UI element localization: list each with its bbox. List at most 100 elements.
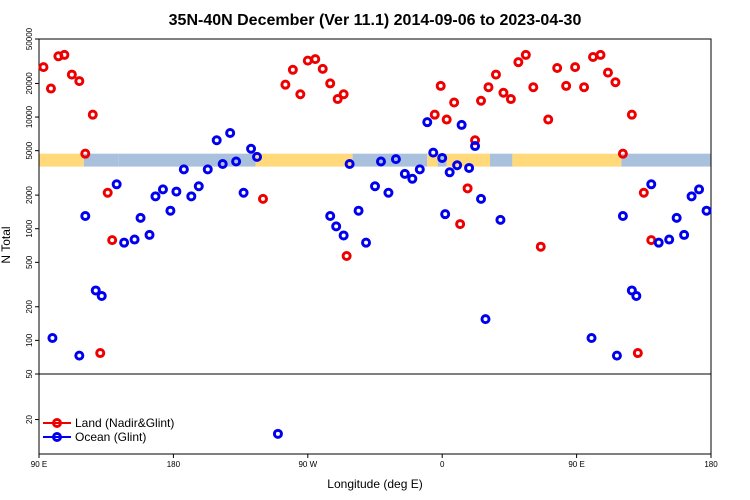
map-band-ocean-1 [83,153,119,167]
ocean-point [646,179,657,190]
ocean-point [252,151,263,162]
ocean-point [178,164,189,175]
land-point [490,69,501,80]
land-point [295,89,306,100]
land-point [102,187,113,198]
map-band [39,153,711,167]
ocean-point [440,209,451,220]
land-point [505,94,516,105]
ocean-point [353,205,364,216]
ocean-point [238,187,249,198]
land-point [87,109,98,120]
legend-land-label: Land (Nadir&Glint) [75,416,174,430]
ocean-point [470,141,481,152]
ocean-point [679,229,690,240]
ocean-point [111,179,122,190]
ocean-point [338,230,349,241]
land-point [595,49,606,60]
y-axis: 100 200 500 1000 2000 5000 10000 20000 50000 20 50 [25,27,39,424]
land-point [341,250,352,261]
land-point [462,183,473,194]
ocean-point [617,210,628,221]
ocean-point [129,234,140,245]
land-point [638,187,649,198]
ocean-point [664,234,675,245]
x-tick-label: 90 E [568,460,584,469]
land-point [66,69,77,80]
ocean-point [186,191,197,202]
land-point [528,82,539,93]
ocean-point [586,333,597,344]
x-tick-label: 90 W [298,460,317,469]
land-point [513,57,524,68]
legend-land-marker [52,418,62,428]
land-point [95,348,106,359]
ocean-point [414,164,425,175]
land-point [498,87,509,98]
ocean-point [428,147,439,158]
land-point [74,76,85,87]
map-band-land-9 [512,153,622,167]
land-point [455,219,466,230]
ocean-point [701,205,712,216]
land-point [552,62,563,73]
y-tick-label: 100 [25,333,34,347]
land-point [476,95,487,106]
legend-ocean-marker [52,432,62,442]
ocean-point [464,162,475,173]
ocean-point [150,191,161,202]
map-band-ocean-2 [118,153,256,167]
ocean-point [671,212,682,223]
land-point [561,80,572,91]
ocean-point [444,167,455,178]
ocean-point [611,350,622,361]
ocean-point [653,237,664,248]
map-band-ocean-4 [352,153,428,167]
land-point [483,82,494,93]
map-band-land-3 [255,153,353,167]
ocean-point [407,173,418,184]
land-point [617,148,628,159]
y-axis-label: N Total [0,226,13,263]
ocean-point [331,221,342,232]
y-tick-label: 5000 [25,141,34,159]
ocean-point [217,158,228,169]
ocean-point [272,428,283,439]
ocean-point [480,314,491,325]
x-axis: 90 E 180 90 W 0 90 E 180 [31,454,718,469]
land-point [535,241,546,252]
land-point [602,67,613,78]
ocean-point [390,154,401,165]
ocean-point [157,184,168,195]
x-tick-label: 0 [440,460,445,469]
legend: Land (Nadir&Glint) Ocean (Glint) [43,416,174,444]
land-point [310,54,321,65]
land-point [579,82,590,93]
y-tick-label: 50 [25,369,34,378]
land-point [520,49,531,60]
map-band-land-5 [427,153,438,167]
land-point [543,114,554,125]
y-tick-label: 50000 [25,27,34,50]
y-tick-label: 1000 [25,219,34,237]
land-point [338,89,349,100]
ocean-point [476,193,487,204]
ocean-point [383,187,394,198]
y-tick-label: 20 [25,415,34,424]
ocean-point [452,160,463,171]
ocean-point [90,285,101,296]
ocean-point [456,119,467,130]
ocean-point [325,210,336,221]
x-tick-label: 90 E [31,460,47,469]
legend-ocean-label: Ocean (Glint) [75,430,146,444]
map-band-land-0 [39,153,84,167]
land-point [80,148,91,159]
ocean-point [211,135,222,146]
land-point [441,114,452,125]
ocean-point [96,290,107,301]
ocean-point [344,158,355,169]
ocean-point [399,168,410,179]
land-point [332,94,343,105]
ocean-point [495,214,506,225]
